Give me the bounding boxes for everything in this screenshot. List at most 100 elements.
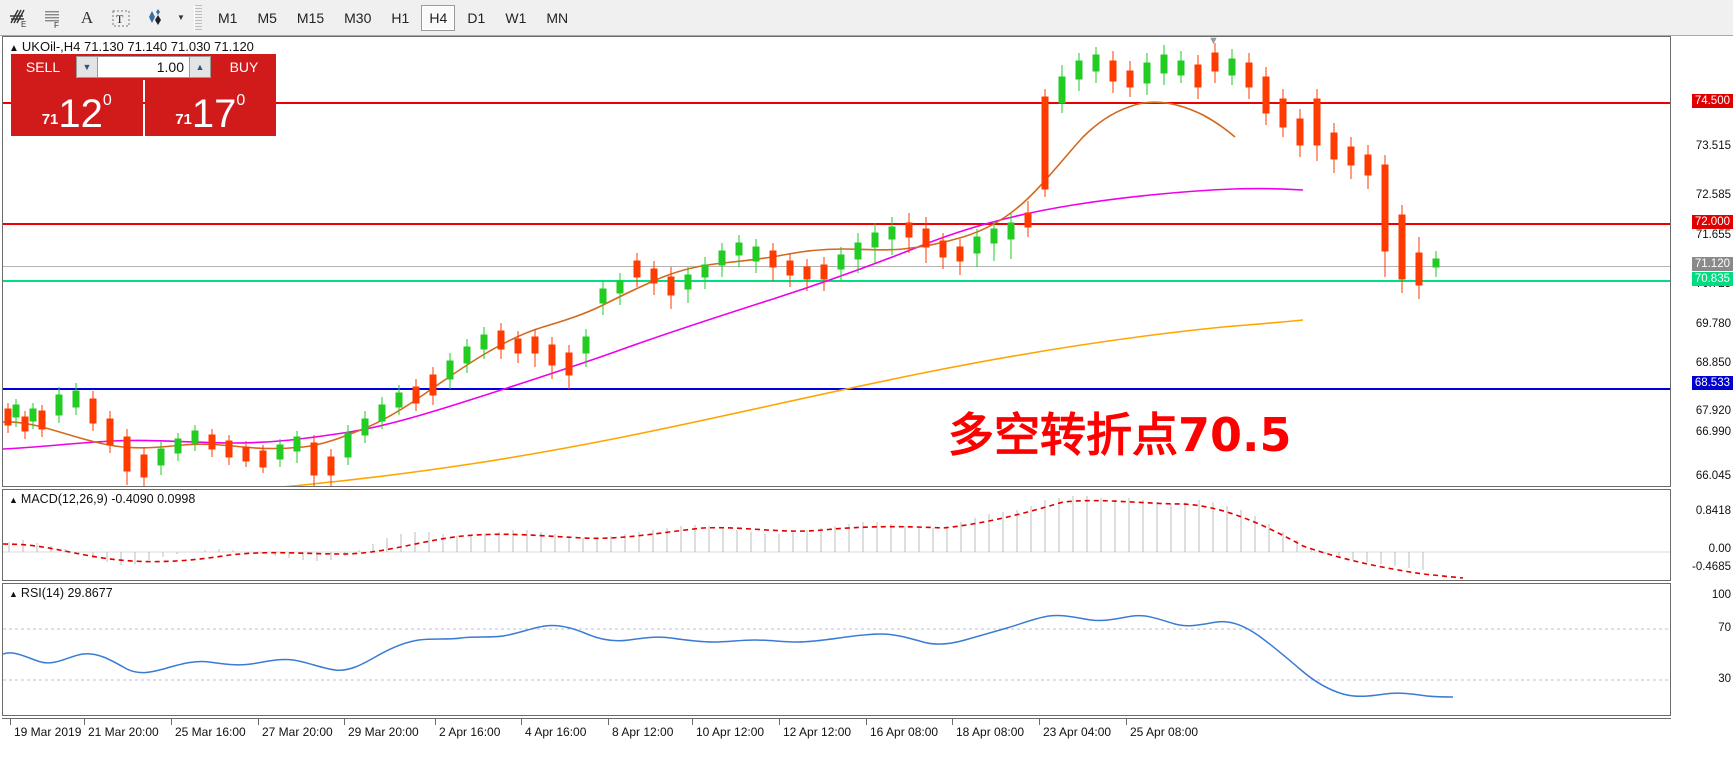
sell-button[interactable]: SELL xyxy=(11,54,75,80)
time-label: 18 Apr 08:00 xyxy=(956,725,1025,739)
macd-tick-top: 0.8418 xyxy=(1695,505,1731,517)
time-tick xyxy=(171,719,172,725)
svg-text:T: T xyxy=(116,12,124,26)
time-label: 25 Mar 16:00 xyxy=(175,725,246,739)
macd-axis: 0.8418 0.00 -0.4685 xyxy=(1673,489,1733,581)
time-tick xyxy=(866,719,867,725)
buy-price-main: 17 xyxy=(191,92,237,136)
timeframe-mn[interactable]: MN xyxy=(546,9,569,26)
buy-price-display[interactable]: 71 17 0 xyxy=(144,80,276,136)
timeframe-h1[interactable]: H1 xyxy=(391,9,410,26)
time-tick xyxy=(1039,719,1040,725)
timeframe-m30[interactable]: M30 xyxy=(344,9,372,26)
time-tick xyxy=(10,719,11,725)
time-label: 19 Mar 2019 xyxy=(14,725,82,739)
price-tag-68533: 68.533 xyxy=(1691,376,1733,390)
rsi-tick-70: 70 xyxy=(1718,622,1731,634)
symbol-info-line: ▲ UKOil-,H4 71.130 71.140 71.030 71.120 xyxy=(9,39,254,54)
volume-increase-button[interactable]: ▲ xyxy=(189,56,211,78)
timeframe-m5[interactable]: M5 xyxy=(257,9,277,26)
rsi-label-text: RSI(14) 29.8677 xyxy=(20,586,113,600)
price-tick-66045: 66.045 xyxy=(1695,470,1731,482)
rsi-pane[interactable]: ▲ RSI(14) 29.8677 xyxy=(2,583,1671,716)
timeframe-h4[interactable]: H4 xyxy=(421,4,456,31)
time-label: 23 Apr 04:00 xyxy=(1043,725,1112,739)
sell-price-display[interactable]: 71 12 0 xyxy=(11,80,143,136)
time-tick xyxy=(779,719,780,725)
timeframe-w1[interactable]: W1 xyxy=(505,9,527,26)
price-tag-74500: 74.500 xyxy=(1691,94,1733,108)
macd-pane[interactable]: ▲ MACD(12,26,9) -0.4090 0.0998 xyxy=(2,489,1671,581)
quotes-row: 71 12 0 71 17 0 xyxy=(11,80,276,136)
rsi-tick-100: 100 xyxy=(1711,589,1731,601)
bid-price-line xyxy=(3,266,1670,267)
time-label: 21 Mar 20:00 xyxy=(88,725,159,739)
macd-label-text: MACD(12,26,9) -0.4090 0.0998 xyxy=(20,492,196,506)
time-tick xyxy=(521,719,522,725)
indicators-icon[interactable]: E xyxy=(4,3,34,33)
time-tick xyxy=(1126,719,1127,725)
price-tick-71655: 71.655 xyxy=(1695,229,1731,241)
price-tick-73515: 73.515 xyxy=(1695,140,1731,152)
objects-icon[interactable] xyxy=(140,3,170,33)
time-label: 25 Apr 08:00 xyxy=(1130,725,1199,739)
symbol-info-text: UKOil-,H4 71.130 71.140 71.030 71.120 xyxy=(21,39,254,54)
macd-collapse-icon[interactable]: ▲ xyxy=(9,495,18,505)
time-label: 16 Apr 08:00 xyxy=(870,725,939,739)
time-tick xyxy=(84,719,85,725)
timeframe-m15[interactable]: M15 xyxy=(296,9,325,26)
time-label: 2 Apr 16:00 xyxy=(439,725,501,739)
sell-price-main: 12 xyxy=(58,92,103,136)
price-pane[interactable]: ▲ UKOil-,H4 71.130 71.140 71.030 71.120 ▼ xyxy=(2,35,1671,487)
rsi-collapse-icon[interactable]: ▲ xyxy=(9,589,18,599)
macd-series xyxy=(3,496,1670,579)
price-tick-67920: 67.920 xyxy=(1695,405,1731,417)
toolbar-divider xyxy=(194,4,202,31)
timeframe-d1[interactable]: D1 xyxy=(467,9,486,26)
price-axis[interactable]: 73.515 72.585 71.655 70.725 69.780 68.85… xyxy=(1673,36,1733,487)
time-tick xyxy=(692,719,693,725)
price-tick-69780: 69.780 xyxy=(1695,318,1731,330)
svg-text:E: E xyxy=(21,20,26,29)
candlestick-series xyxy=(3,43,1440,486)
price-tag-70835: 70.835 xyxy=(1691,272,1733,286)
time-tick xyxy=(258,719,259,725)
volume-input[interactable]: 1.00 xyxy=(98,56,189,78)
buy-button[interactable]: BUY xyxy=(212,54,276,80)
one-click-trading-panel[interactable]: SELL ▼ 1.00 ▲ BUY 71 12 0 71 17 0 xyxy=(11,54,276,136)
time-tick xyxy=(608,719,609,725)
text-icon[interactable]: A xyxy=(80,7,94,27)
pane-collapse-icon[interactable]: ▼ xyxy=(1208,35,1219,47)
timeframe-m1[interactable]: M1 xyxy=(218,9,238,26)
price-tick-72585: 72.585 xyxy=(1695,189,1731,201)
chevron-down-icon[interactable]: ▼ xyxy=(177,13,185,22)
textlabel-icon[interactable]: T xyxy=(106,3,136,33)
time-label: 8 Apr 12:00 xyxy=(612,725,674,739)
sell-price-fraction: 0 xyxy=(102,92,112,109)
chart-annotation-text: 多空转折点70.5 xyxy=(948,408,1292,462)
grid-icon[interactable]: F xyxy=(38,3,68,33)
time-label: 29 Mar 20:00 xyxy=(348,725,419,739)
price-tag-current-bid: 71.120 xyxy=(1691,257,1733,271)
volume-stepper[interactable]: ▼ 1.00 ▲ xyxy=(75,54,212,80)
price-tick-66990: 66.990 xyxy=(1695,426,1731,438)
macd-label: ▲ MACD(12,26,9) -0.4090 0.0998 xyxy=(9,492,195,506)
time-label: 12 Apr 12:00 xyxy=(783,725,852,739)
chart-area: ▲ UKOil-,H4 71.130 71.140 71.030 71.120 ▼ xyxy=(0,35,1733,758)
macd-tick-bottom: -0.4685 xyxy=(1691,561,1731,573)
buy-price-prefix: 71 xyxy=(175,111,192,128)
svg-text:F: F xyxy=(54,21,59,29)
support-line-70835 xyxy=(3,280,1670,282)
time-label: 10 Apr 12:00 xyxy=(696,725,765,739)
support-line-68533 xyxy=(3,388,1670,390)
macd-tick-zero: 0.00 xyxy=(1708,543,1731,555)
volume-decrease-button[interactable]: ▼ xyxy=(76,56,98,78)
collapse-triangle-icon[interactable]: ▲ xyxy=(9,43,19,54)
trade-controls-row: SELL ▼ 1.00 ▲ BUY xyxy=(11,54,276,80)
time-tick xyxy=(344,719,345,725)
resistance-line-74500 xyxy=(3,102,1670,104)
time-tick xyxy=(952,719,953,725)
time-axis[interactable]: 19 Mar 2019 21 Mar 20:00 25 Mar 16:00 27… xyxy=(2,718,1671,756)
price-tick-68850: 68.850 xyxy=(1695,357,1731,369)
time-tick xyxy=(435,719,436,725)
